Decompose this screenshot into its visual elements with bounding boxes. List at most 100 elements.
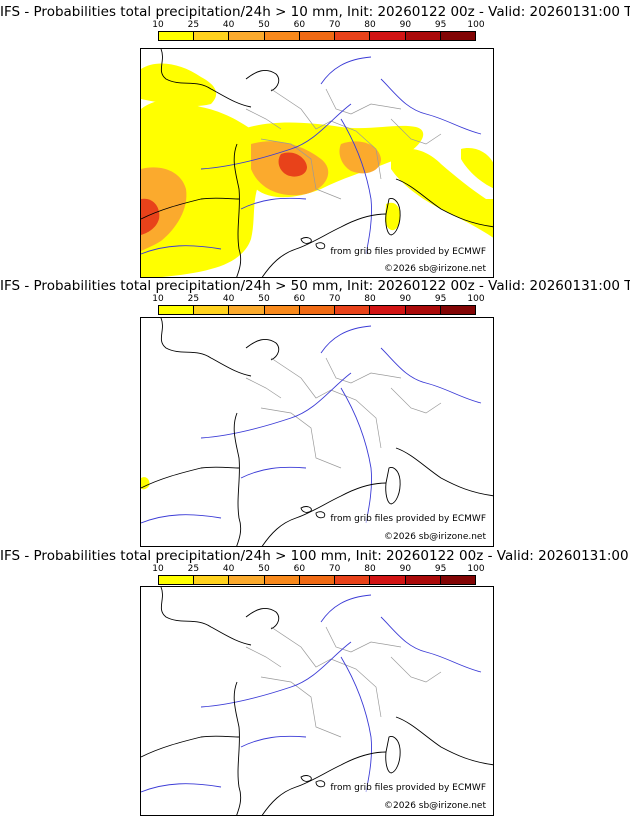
precip-map	[141, 587, 493, 815]
river	[380, 78, 482, 135]
colorbar-swatch	[159, 32, 195, 40]
coastline	[385, 736, 401, 774]
precip-area-east	[461, 148, 493, 189]
coastline	[395, 716, 493, 766]
colorbar-swatch	[229, 306, 265, 314]
precip-area-north	[141, 63, 217, 107]
coastlines	[141, 587, 493, 815]
coastline	[315, 780, 326, 788]
colorbar-swatch	[299, 576, 336, 584]
colorbar-swatch	[440, 576, 475, 584]
colorbar: 10 25 40 50 60 70 80 90 95 100	[152, 564, 485, 586]
colorbar-tick-label: 50	[258, 20, 270, 30]
border-line	[260, 676, 342, 738]
border-line	[270, 357, 382, 449]
colorbar-swatch	[335, 576, 371, 584]
river	[340, 387, 372, 524]
colorbar-tick-label: 100	[467, 564, 485, 574]
precip-shading	[141, 477, 150, 490]
river	[380, 616, 482, 673]
colorbar-swatch	[405, 306, 441, 314]
precip-area-alps	[391, 148, 493, 238]
colorbar: 10 25 40 50 60 70 80 90 95 100	[152, 294, 485, 316]
colorbar-tick-label: 10	[152, 20, 164, 30]
border-line	[245, 377, 282, 399]
colorbar-tick-label: 50	[258, 294, 270, 304]
coastline	[233, 143, 242, 277]
source-credit: from grib files provided by ECMWF	[329, 514, 487, 525]
river	[340, 656, 372, 793]
border-line	[325, 357, 402, 384]
colorbar-tick-label: 10	[152, 564, 164, 574]
coastline	[160, 587, 252, 646]
precip-map	[141, 318, 493, 546]
border-line	[325, 88, 402, 115]
colorbar-tick-label: 95	[434, 294, 447, 304]
colorbar-tick-label: 100	[467, 294, 485, 304]
colorbar-tick-label: 80	[364, 20, 376, 30]
precip-shading	[141, 63, 493, 277]
coastline	[300, 775, 312, 782]
colorbar-swatch	[264, 306, 300, 314]
colorbar-swatch	[370, 306, 406, 314]
colorbar-tick-label: 10	[152, 294, 164, 304]
border-line	[260, 407, 342, 469]
coastline	[315, 511, 326, 519]
source-credit: from grib files provided by ECMWF	[329, 247, 487, 258]
coastline	[141, 197, 240, 220]
colorbar-tick-label: 40	[222, 20, 235, 30]
coastline	[160, 318, 252, 377]
colorbar-tick-label: 90	[399, 20, 412, 30]
coastline	[385, 467, 401, 505]
colorbar-swatch	[335, 306, 371, 314]
coastline	[385, 198, 401, 236]
map-panel-50mm: IFS - Probabilities total precipitation/…	[0, 278, 630, 548]
rivers	[141, 325, 482, 524]
border-line	[270, 626, 382, 718]
river	[320, 325, 372, 354]
colorbar-swatch	[440, 306, 475, 314]
colorbar-swatch	[264, 32, 300, 40]
colorbar-swatch	[194, 32, 230, 40]
precip-red-central	[278, 152, 307, 177]
colorbar-tick-label: 100	[467, 20, 485, 30]
river	[200, 372, 352, 439]
colorbar-tick-label: 40	[222, 294, 235, 304]
copyright: ©2026 sb@irizone.net	[383, 264, 487, 275]
colorbar-swatch	[229, 576, 265, 584]
colorbar-tick-label: 80	[364, 564, 376, 574]
map-canvas: from grib files provided by ECMWF ©2026 …	[140, 586, 494, 816]
coastline	[233, 681, 242, 815]
colorbar-swatch	[405, 576, 441, 584]
coastline	[395, 178, 493, 228]
border-line	[390, 118, 442, 145]
colorbar-tick-label: 25	[187, 564, 200, 574]
river	[320, 594, 372, 623]
precip-red-west	[141, 198, 160, 235]
precip-area-small	[141, 477, 150, 490]
river	[340, 118, 372, 255]
colorbar-swatch	[159, 306, 195, 314]
precip-area-corsica	[385, 202, 401, 231]
border-line	[245, 108, 282, 130]
colorbar-tick-label: 95	[434, 564, 447, 574]
colorbar-tick-label: 70	[328, 20, 341, 30]
river	[141, 514, 222, 524]
colorbar-tick-label: 40	[222, 564, 235, 574]
coastline	[261, 213, 387, 277]
panel-title: IFS - Probabilities total precipitation/…	[0, 4, 630, 20]
colorbar-swatch	[299, 32, 336, 40]
colorbar-swatches	[158, 305, 476, 315]
border-line	[390, 656, 442, 683]
colorbar-tick-label: 25	[187, 294, 200, 304]
coastline	[160, 49, 252, 108]
coastline	[300, 506, 312, 513]
map-canvas: from grib files provided by ECMWF ©2026 …	[140, 317, 494, 547]
colorbar-tick-label: 60	[293, 294, 306, 304]
border-line	[245, 646, 282, 668]
copyright: ©2026 sb@irizone.net	[383, 801, 487, 812]
river	[240, 197, 307, 210]
coastline	[141, 466, 240, 489]
map-panel-10mm: IFS - Probabilities total precipitation/…	[0, 4, 630, 278]
river	[200, 641, 352, 708]
